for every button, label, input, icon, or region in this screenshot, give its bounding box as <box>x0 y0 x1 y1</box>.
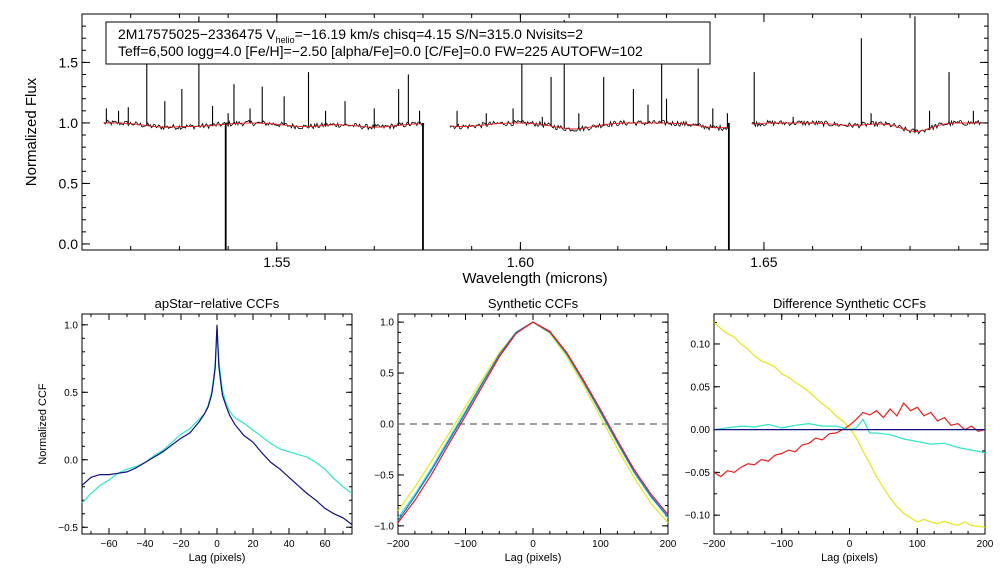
y-tick-label: 1.0 <box>59 115 79 131</box>
info-line2: Teff=6,500 logg=4.0 [Fe/H]=−2.50 [alpha/… <box>118 43 643 59</box>
x-tick-label: −200 <box>703 539 726 550</box>
y-tick-label: −0.5 <box>58 523 78 534</box>
x-tick-label: −40 <box>137 539 154 550</box>
synthetic-ccf-panel: −200 −100 0 100 200 −1.0 −0.5 0.0 0.5 1.0 Syntheti… <box>374 296 677 564</box>
x-tick-label: 200 <box>977 539 994 550</box>
x-tick-label: −60 <box>101 539 118 550</box>
model-spectrum-line <box>449 122 729 130</box>
info-line1-a: 2M17575025−2336475 V <box>118 26 276 42</box>
chart-title: Difference Synthetic CCFs <box>773 296 926 311</box>
x-tick-label: 60 <box>319 539 331 550</box>
model-spectrum-line <box>103 122 425 128</box>
chart-title: Synthetic CCFs <box>488 296 579 311</box>
y-tick-label: −0.10 <box>685 511 711 522</box>
x-tick-label: 1.65 <box>750 254 777 270</box>
x-tick-label: 100 <box>592 539 609 550</box>
y-axis-label: Normalized CCF <box>37 383 49 465</box>
ccf-series-visit-2 <box>81 324 353 526</box>
y-tick-label: 0.5 <box>64 388 78 399</box>
difference-ccf-panel: −200 −100 0 100 200 −0.10 −0.05 0.00 0.05 0.10 Dif… <box>685 296 994 564</box>
model-spectrum-line <box>751 122 982 132</box>
ccf-series-red <box>397 321 669 524</box>
y-tick-label: 0.0 <box>380 420 394 431</box>
ccf-series-yellow <box>713 322 986 528</box>
x-tick-label: 200 <box>660 539 677 550</box>
info-line1-b: =−16.19 km/s chisq=4.15 S/N=315.0 Nvisit… <box>295 26 584 42</box>
y-tick-label: −1.0 <box>374 521 394 532</box>
x-axis-label: Wavelength (microns) <box>462 270 607 287</box>
apstar-ccf-panel: −60 −40 −20 0 20 40 60 −0.5 0.0 0.5 1.0 apStar−rela… <box>37 296 353 564</box>
x-tick-label: −100 <box>770 539 793 550</box>
y-tick-label: 0.0 <box>59 236 79 252</box>
svg-text:2M17575025−2336475 Vhelio=−16: 2M17575025−2336475 Vhelio=−16.19 km/s ch… <box>118 26 583 45</box>
y-tick-label: 0.5 <box>380 369 394 380</box>
x-axis-label: Lag (pixels) <box>821 552 878 564</box>
x-tick-label: 20 <box>247 539 259 550</box>
x-axis-label: Lag (pixels) <box>505 552 562 564</box>
observed-spectrum-line <box>103 119 425 131</box>
ccf-series-visit-1 <box>81 328 353 504</box>
y-tick-label: 1.0 <box>64 320 78 331</box>
ccf-series-blue <box>397 321 669 522</box>
x-tick-label: 0 <box>530 539 536 550</box>
y-tick-label: 0.10 <box>691 339 711 350</box>
y-tick-label: 0.0 <box>64 455 78 466</box>
chart-title: apStar−relative CCFs <box>155 296 280 311</box>
y-tick-label: 0.05 <box>691 382 711 393</box>
ccf-series-yellow <box>397 321 669 524</box>
plot-frame <box>81 13 989 251</box>
x-tick-label: 40 <box>283 539 295 550</box>
x-tick-label: 1.55 <box>263 254 290 270</box>
y-tick-label: −0.5 <box>374 470 394 481</box>
plot-frame <box>713 313 986 535</box>
x-tick-label: 100 <box>909 539 926 550</box>
y-axis-label: Normalized Flux <box>23 77 40 186</box>
y-tick-label: 0.5 <box>59 175 79 191</box>
observed-spectrum-line <box>449 119 729 133</box>
x-tick-label: −200 <box>387 539 410 550</box>
info-line1-sub: helio <box>276 35 295 45</box>
x-tick-label: 0 <box>214 539 220 550</box>
x-tick-label: 0 <box>847 539 853 550</box>
ccf-series-cyan <box>397 321 669 519</box>
ccf-series-red <box>713 401 986 478</box>
x-tick-label: −20 <box>173 539 190 550</box>
ccf-series-cyan <box>713 418 986 454</box>
y-tick-label: 0.00 <box>691 425 711 436</box>
y-tick-label: 1.5 <box>59 54 79 70</box>
x-tick-label: −100 <box>454 539 477 550</box>
plot-frame <box>81 313 353 535</box>
x-tick-label: 1.60 <box>507 254 534 270</box>
spectrum-info-box: 2M17575025−2336475 Vhelio=−16.19 km/s ch… <box>105 21 711 65</box>
y-tick-label: 1.0 <box>380 318 394 329</box>
y-tick-label: −0.05 <box>685 468 711 479</box>
x-axis-label: Lag (pixels) <box>189 552 246 564</box>
